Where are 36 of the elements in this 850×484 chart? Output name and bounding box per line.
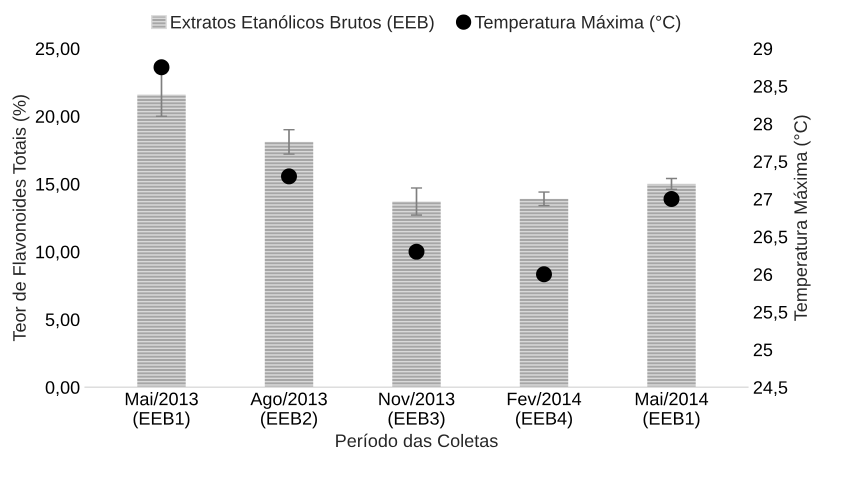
y-tick-label: 20,00 — [36, 110, 80, 126]
y-tick-label: 10,00 — [36, 246, 80, 261]
x-axis-title: Período das Coletas — [336, 434, 498, 448]
x-tick-label: Ago/2013 (EEB2) — [250, 392, 327, 428]
y-tick-label: 15,00 — [36, 178, 80, 193]
y2-tick-label: 28,5 — [754, 80, 788, 95]
x-tick-label: Nov/2013 (EEB3) — [379, 392, 454, 428]
y2-tick-label: 25,5 — [754, 306, 788, 321]
point — [664, 191, 680, 207]
y2-tick-label: 28 — [754, 118, 772, 130]
y-tick-label: 25,00 — [36, 42, 80, 58]
y2-tick-label: 27,5 — [754, 155, 788, 170]
x-tick-label: Mai/2014 (EEB1) — [636, 392, 708, 428]
x-tick-label: Mai/2013 (EEB1) — [126, 392, 198, 428]
x-tick-label: Fev/2014 (EEB4) — [508, 392, 582, 428]
y-tick-label: 5,00 — [46, 313, 80, 328]
y2-tick-label: 27 — [754, 192, 772, 206]
bar — [137, 94, 186, 388]
y2-tick-label: 26,5 — [754, 230, 788, 246]
y2-tick-label: 25 — [754, 343, 772, 356]
y-tick-label: 0,00 — [46, 381, 80, 396]
point — [536, 266, 552, 282]
y2-tick-label: 24,5 — [754, 381, 788, 396]
point — [408, 244, 424, 260]
bar — [392, 202, 441, 388]
point — [281, 168, 297, 184]
bar — [264, 142, 314, 388]
y2-tick-label: 26 — [754, 268, 772, 281]
legend-label: Extratos Etanólicos Brutos (EEB) — [171, 15, 434, 32]
point — [154, 59, 170, 76]
y-axis-title: Teor de Flavonoides Totais (%) — [12, 95, 30, 342]
bar — [647, 184, 696, 388]
y2-axis-title: Temperatura Máxima (°C) — [794, 115, 811, 321]
bar — [520, 198, 568, 388]
legend-label: Temperatura Máxima (°C) — [474, 15, 680, 32]
y2-tick-label: 29 — [754, 42, 772, 56]
